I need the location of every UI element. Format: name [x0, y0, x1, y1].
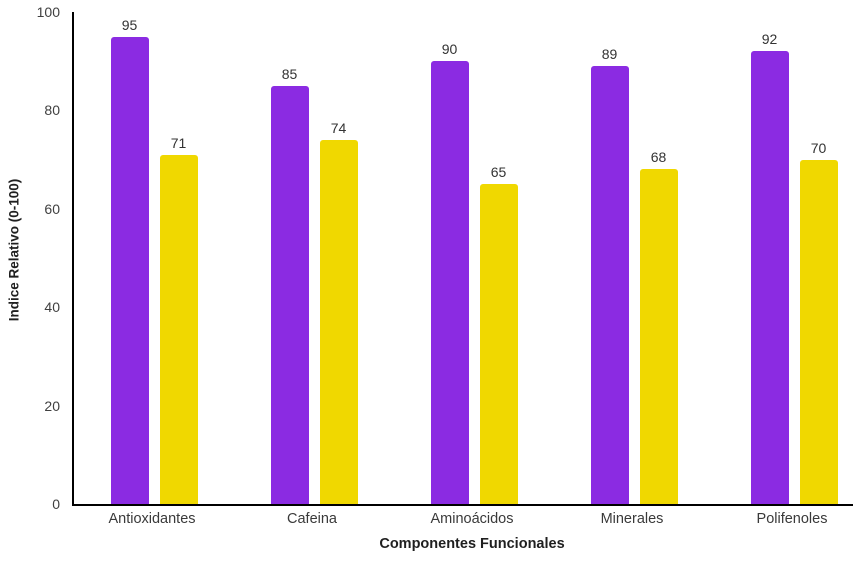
- bar-column: 65: [479, 164, 518, 504]
- bar-column: 74: [319, 119, 358, 504]
- x-axis-category-label: Polifenoles: [756, 511, 828, 527]
- y-axis-tick-label: 100: [36, 4, 60, 20]
- bar-column: 89: [590, 46, 629, 504]
- bar-group: 89 68: [554, 46, 714, 504]
- x-axis-category-label: Antioxidantes: [108, 511, 196, 527]
- bar-value-label: 85: [281, 65, 298, 82]
- y-axis-tick-label: 20: [44, 397, 60, 414]
- x-axis-category-label: Minerales: [600, 511, 664, 527]
- bar-value-label: 95: [121, 16, 138, 33]
- bar: [750, 51, 789, 504]
- bar: [479, 184, 518, 504]
- bar: [590, 66, 629, 504]
- x-axis-title: Componentes Funcionales: [379, 536, 565, 552]
- bar-column: 71: [159, 134, 198, 504]
- bar-group: 95 71: [74, 17, 234, 504]
- y-axis-tick-label: 60: [44, 200, 60, 217]
- bar-value-label: 70: [810, 139, 827, 156]
- x-axis-category-label: Aminoácidos: [430, 511, 514, 527]
- bar: [319, 139, 358, 504]
- bar: [159, 154, 198, 504]
- bar-value-label: 68: [650, 149, 667, 166]
- bar: [799, 159, 838, 504]
- bar-value-label: 71: [170, 134, 187, 151]
- y-axis-tick-label: 40: [44, 299, 60, 316]
- y-axis-tick-label: 0: [52, 496, 60, 512]
- bar-column: 92: [750, 31, 789, 504]
- bar-value-label: 90: [441, 41, 458, 58]
- bar: [639, 169, 678, 504]
- bar: [270, 85, 309, 504]
- bar-value-label: 74: [330, 119, 347, 136]
- bar: [430, 61, 469, 504]
- bar-column: 68: [639, 149, 678, 504]
- x-axis-category-label: Cafeina: [287, 511, 337, 527]
- bar-value-label: 89: [601, 46, 618, 63]
- y-axis-tick-label: 80: [44, 102, 60, 119]
- bar-column: 70: [799, 139, 838, 504]
- bar-column: 90: [430, 41, 469, 504]
- bar-value-label: 65: [490, 164, 507, 181]
- plot-area: 95 71 85 74 90 65 89 68 92 70: [72, 12, 853, 506]
- bar-column: 85: [270, 65, 309, 504]
- bar-group: 90 65: [394, 41, 554, 504]
- bar: [110, 36, 149, 504]
- bar-value-label: 92: [761, 31, 778, 48]
- bar-column: 95: [110, 16, 149, 504]
- bar-group: 85 74: [234, 66, 394, 504]
- bar-group: 92 70: [714, 31, 853, 504]
